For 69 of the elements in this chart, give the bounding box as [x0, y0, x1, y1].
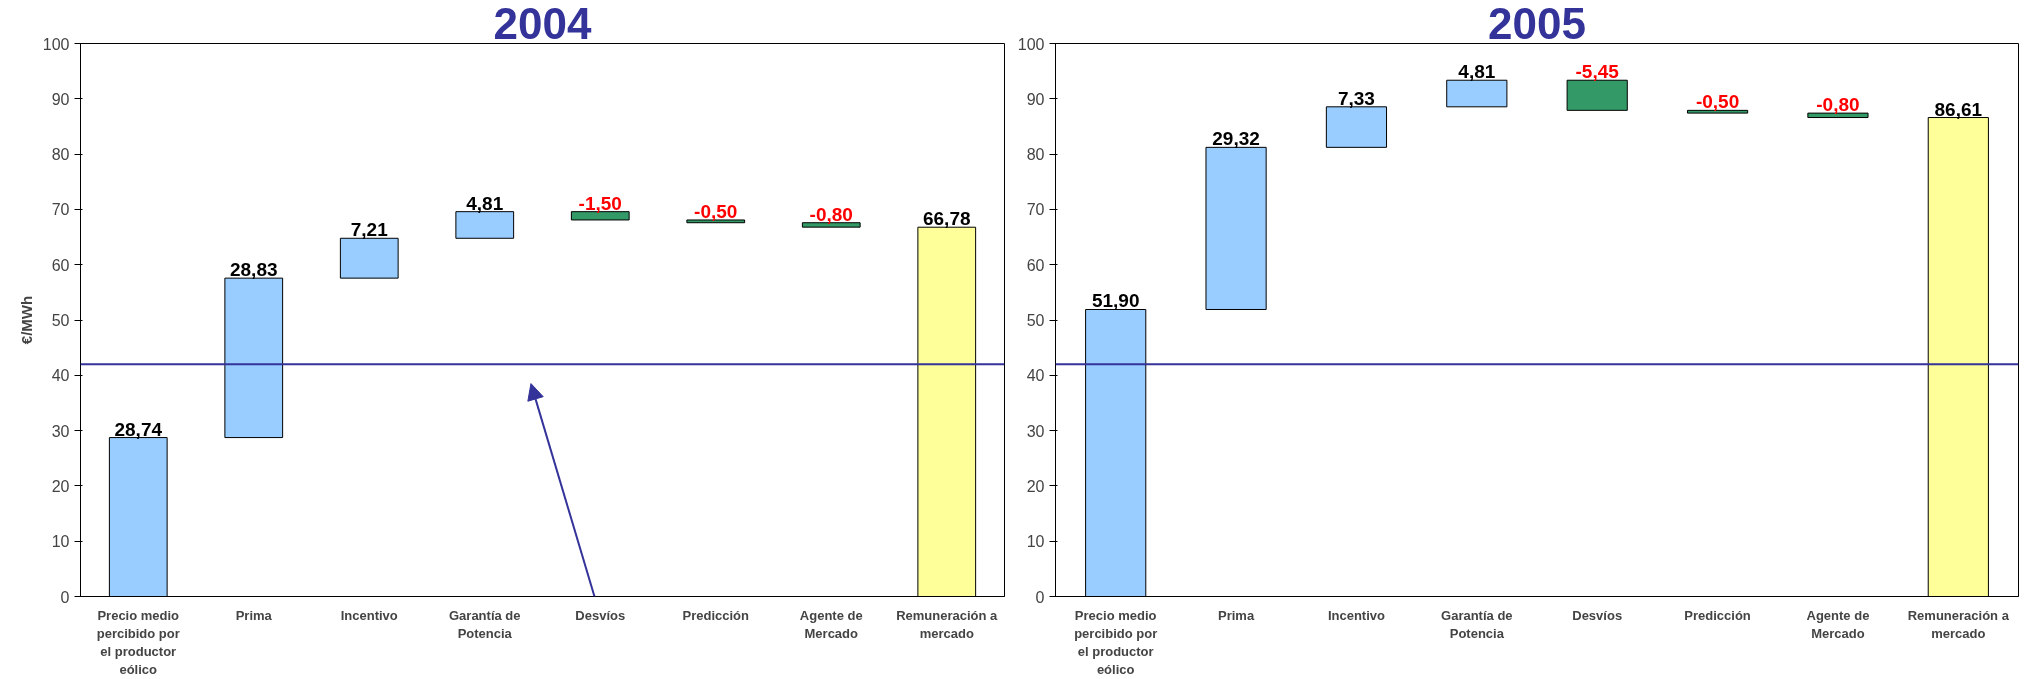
y-tick-label: 60	[51, 256, 70, 274]
data-label: 28,74	[114, 418, 163, 440]
y-tick-label: 20	[1026, 477, 1045, 495]
chart-title: 2004	[493, 0, 592, 48]
y-tick-label: 20	[51, 477, 70, 495]
data-label: 7,33	[1337, 87, 1375, 109]
data-label: 4,81	[466, 192, 504, 214]
bar	[1807, 112, 1869, 119]
y-tick-label: 10	[51, 533, 70, 551]
bar	[1446, 79, 1508, 108]
data-label: -0,50	[694, 200, 738, 222]
bar	[224, 277, 284, 439]
x-tick-label: Predicción	[682, 607, 750, 623]
data-label: -0,80	[1816, 94, 1860, 116]
data-label: -5,45	[1575, 61, 1620, 83]
x-tick-label: Incentivo	[1327, 607, 1386, 623]
data-label: 66,78	[922, 208, 971, 230]
y-tick-label: 60	[1026, 256, 1045, 274]
bar	[570, 211, 630, 221]
x-tick-label: Garantía de Potencia	[1441, 607, 1513, 641]
x-tick-label: Remuneración a mercado	[896, 607, 999, 641]
data-label: 4,81	[1458, 61, 1496, 83]
chart-title: 2005	[1488, 0, 1586, 48]
bar	[801, 222, 861, 228]
x-tick-label: Remuneración a mercado	[1907, 607, 2010, 641]
y-tick-label: 100	[1017, 35, 1045, 53]
x-tick-label: Agente de Mercado	[1806, 607, 1870, 641]
y-tick-label: 0	[60, 588, 70, 606]
bar	[1566, 79, 1628, 111]
data-label: 28,83	[229, 259, 278, 281]
y-tick-label: 40	[51, 367, 70, 385]
data-label: 86,61	[1934, 98, 1983, 120]
y-tick-label: 90	[51, 90, 70, 108]
y-tick-label: 80	[51, 146, 70, 164]
bar	[1205, 146, 1267, 310]
x-tick-label: Prima	[1218, 607, 1255, 623]
data-label: 29,32	[1212, 128, 1260, 150]
bar	[1325, 106, 1388, 148]
bar	[1686, 109, 1749, 114]
x-tick-label: Incentivo	[340, 607, 398, 623]
y-tick-label: 50	[51, 312, 70, 329]
data-label: -0,80	[809, 203, 853, 225]
y-tick-label: 100	[42, 35, 70, 53]
y-tick-label: 50	[1026, 312, 1045, 329]
x-tick-label: Desvíos	[575, 607, 626, 623]
y-axis-title: €/MWh	[17, 295, 35, 345]
y-tick-label: 30	[51, 422, 70, 440]
data-label: 51,90	[1091, 290, 1140, 312]
bar	[686, 219, 746, 224]
data-label: 7,21	[350, 219, 389, 241]
x-tick-label: Agente de Mercado	[799, 607, 863, 641]
x-tick-label: Precio medio percibido por el productor eólico	[96, 607, 180, 677]
y-tick-label: 90	[1026, 90, 1045, 108]
bar	[455, 211, 515, 239]
x-tick-label: Prima	[235, 607, 273, 623]
data-label: -0,50	[1695, 91, 1740, 113]
y-tick-label: 80	[1026, 146, 1045, 164]
y-tick-label: 40	[1026, 367, 1045, 385]
x-tick-label: Garantía de Potencia	[448, 607, 521, 641]
data-label: -1,50	[578, 192, 622, 214]
y-tick-label: 30	[1026, 422, 1045, 440]
bar	[339, 237, 399, 279]
x-tick-label: Precio medio percibido por el productor eólico	[1074, 607, 1158, 677]
y-tick-label: 70	[51, 201, 70, 219]
x-tick-label: Predicción	[1684, 607, 1751, 623]
y-tick-label: 0	[1035, 588, 1045, 606]
y-tick-label: 70	[1026, 201, 1045, 219]
y-tick-label: 10	[1026, 533, 1045, 551]
x-tick-label: Desvíos	[1572, 607, 1623, 623]
